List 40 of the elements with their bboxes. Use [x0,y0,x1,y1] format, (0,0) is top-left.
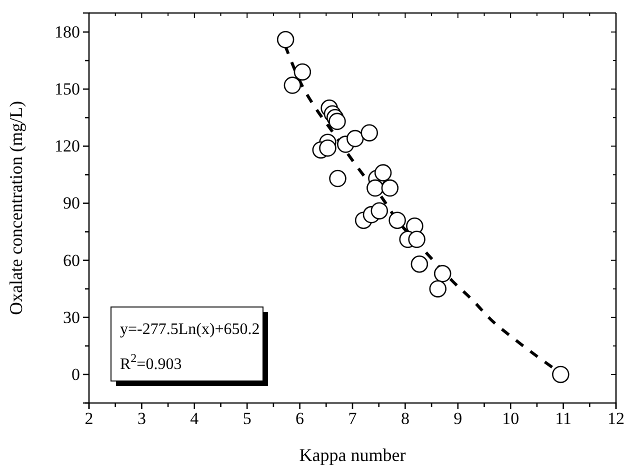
point [410,256,428,273]
x-tick-label: 10 [502,409,520,428]
y-tick-label: 120 [54,136,80,156]
point [434,265,452,282]
point [381,179,399,197]
point [366,179,384,197]
x-tick-label: 3 [137,409,146,428]
y-tick-label: 30 [63,308,80,327]
point [276,31,294,48]
point [360,124,378,142]
point [328,112,346,130]
x-tick-label: 6 [296,409,304,428]
point [284,76,302,94]
x-tick-label: 12 [608,409,624,428]
x-tick-label: 8 [400,409,410,428]
point [319,139,336,157]
x-tick-label: 11 [555,409,572,428]
y-tick-label: 90 [63,194,80,213]
point [408,230,426,248]
point [294,63,312,81]
x-tick-label: 5 [242,409,252,428]
annotation: R$^{2}$=0.903 [120,351,182,373]
y-axis-title: Oxalate concentration (mg/L) [6,101,26,315]
point [374,164,392,182]
x-tick-label: 2 [84,409,94,428]
point [552,366,570,384]
x-tick-label: 9 [454,409,462,428]
point [370,202,388,220]
y-tick-label: 60 [63,250,80,270]
point [429,280,447,298]
point [329,170,346,188]
x-axis-title: Kappa number [299,445,406,465]
x-tick-label: 7 [348,409,358,428]
y-tick-label: 180 [54,22,80,42]
point [346,130,364,148]
point [388,212,406,229]
y-tick-label: 150 [54,80,80,99]
x-tick-label: 4 [190,409,200,428]
y-tick-label: 0 [72,364,80,384]
annotation: y=-277.5Ln(x)+650.2 [120,321,260,338]
